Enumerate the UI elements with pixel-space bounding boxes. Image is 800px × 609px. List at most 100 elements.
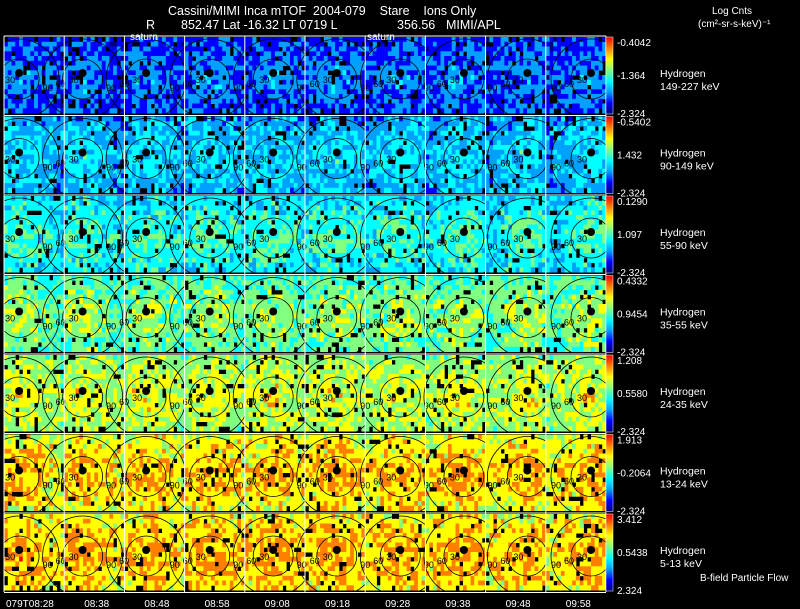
pixel-cell [553, 140, 558, 146]
pixel-cell [417, 108, 423, 114]
pixel-cell [414, 183, 419, 189]
pixel-cell [56, 89, 61, 95]
pixel-cell [229, 149, 234, 155]
pixel-cell [308, 159, 313, 165]
pixel-cell [564, 75, 569, 81]
pixel-cell [244, 103, 249, 109]
pixel-cell [52, 149, 58, 155]
pixel-cell [116, 130, 122, 136]
pixel-cell [338, 37, 344, 43]
species-label: Hydrogen [660, 68, 706, 80]
pixel-cell [440, 126, 445, 132]
pixel-cell [34, 135, 39, 141]
pixel-cell [274, 154, 280, 160]
pixel-cell [226, 121, 231, 127]
pixel-cell [564, 130, 569, 136]
pixel-cell [135, 70, 140, 76]
pixel-cell [583, 178, 588, 184]
pixel-cell [425, 149, 430, 155]
pixel-cell [113, 108, 118, 114]
pixel-cell [222, 108, 227, 114]
pixel-cell [7, 41, 12, 47]
pixel-cell [369, 154, 374, 160]
pixel-cell [361, 178, 366, 184]
pixel-cell [489, 145, 494, 151]
pixel-cell [195, 103, 201, 109]
pixel-cell [11, 215, 16, 221]
pixel-cell [229, 94, 234, 100]
pixel-cell [30, 267, 35, 273]
pixel-cell [158, 168, 163, 174]
pixel-cell [353, 60, 359, 66]
contour-label: 90 [551, 83, 561, 93]
pixel-cell [233, 51, 238, 57]
pixel-cell [361, 84, 366, 90]
pixel-cell [233, 60, 238, 66]
pixel-cell [346, 121, 351, 127]
pixel-cell [128, 103, 133, 109]
pixel-cell [365, 173, 370, 179]
pixel-cell [71, 130, 76, 136]
pixel-cell [376, 46, 381, 52]
pixel-cell [538, 173, 543, 179]
pixel-cell [15, 183, 20, 189]
pixel-cell [210, 98, 216, 104]
pixel-cell [229, 159, 234, 165]
pixel-cell [406, 183, 411, 189]
pixel-cell [353, 154, 359, 160]
pixel-cell [30, 121, 35, 127]
pixel-cell [19, 116, 24, 122]
pixel-cell [105, 164, 110, 170]
pixel-cell [267, 84, 272, 90]
planet-marker [205, 148, 214, 157]
pixel-cell [195, 65, 201, 71]
pixel-cell [154, 173, 159, 179]
pixel-cell [290, 173, 295, 179]
pixel-cell [37, 75, 43, 81]
pixel-cell [429, 51, 434, 57]
pixel-cell [436, 103, 441, 109]
pixel-cell [37, 196, 43, 202]
pixel-cell [11, 224, 16, 230]
pixel-cell [376, 94, 381, 100]
pixel-cell [557, 46, 562, 52]
pixel-cell [98, 94, 103, 100]
pixel-cell [188, 94, 193, 100]
pixel-cell [508, 75, 513, 81]
pixel-cell [459, 140, 464, 146]
pixel-cell [553, 126, 558, 132]
pixel-cell [4, 79, 9, 85]
pixel-cell [440, 46, 445, 52]
pixel-cell [451, 145, 456, 151]
pixel-cell [4, 205, 9, 211]
pixel-cell [68, 135, 73, 141]
pixel-cell [68, 168, 73, 174]
pixel-cell [568, 164, 573, 170]
pixel-cell [128, 70, 133, 76]
pixel-cell [210, 108, 216, 114]
pixel-cell [500, 168, 505, 174]
pixel-cell [515, 159, 520, 165]
pixel-cell [30, 51, 35, 57]
pixel-cell [508, 140, 513, 146]
pixel-cell [282, 94, 287, 100]
pixel-cell [323, 149, 328, 155]
pixel-cell [320, 135, 325, 141]
pixel-cell [207, 145, 212, 151]
pixel-cell [177, 116, 182, 122]
pixel-cell [511, 121, 517, 127]
pixel-cell [150, 168, 155, 174]
pixel-cell [143, 60, 148, 66]
pixel-cell [278, 187, 283, 193]
pixel-cell [192, 70, 197, 76]
pixel-cell [474, 51, 479, 57]
pixel-cell [444, 51, 449, 57]
pixel-cell [542, 46, 547, 52]
pixel-cell [301, 103, 306, 109]
pixel-cell [369, 51, 374, 57]
pixel-cell [342, 187, 347, 193]
pixel-cell [316, 140, 321, 146]
pixel-cell [11, 46, 16, 52]
pixel-cell [369, 145, 374, 151]
pixel-cell [169, 108, 174, 114]
